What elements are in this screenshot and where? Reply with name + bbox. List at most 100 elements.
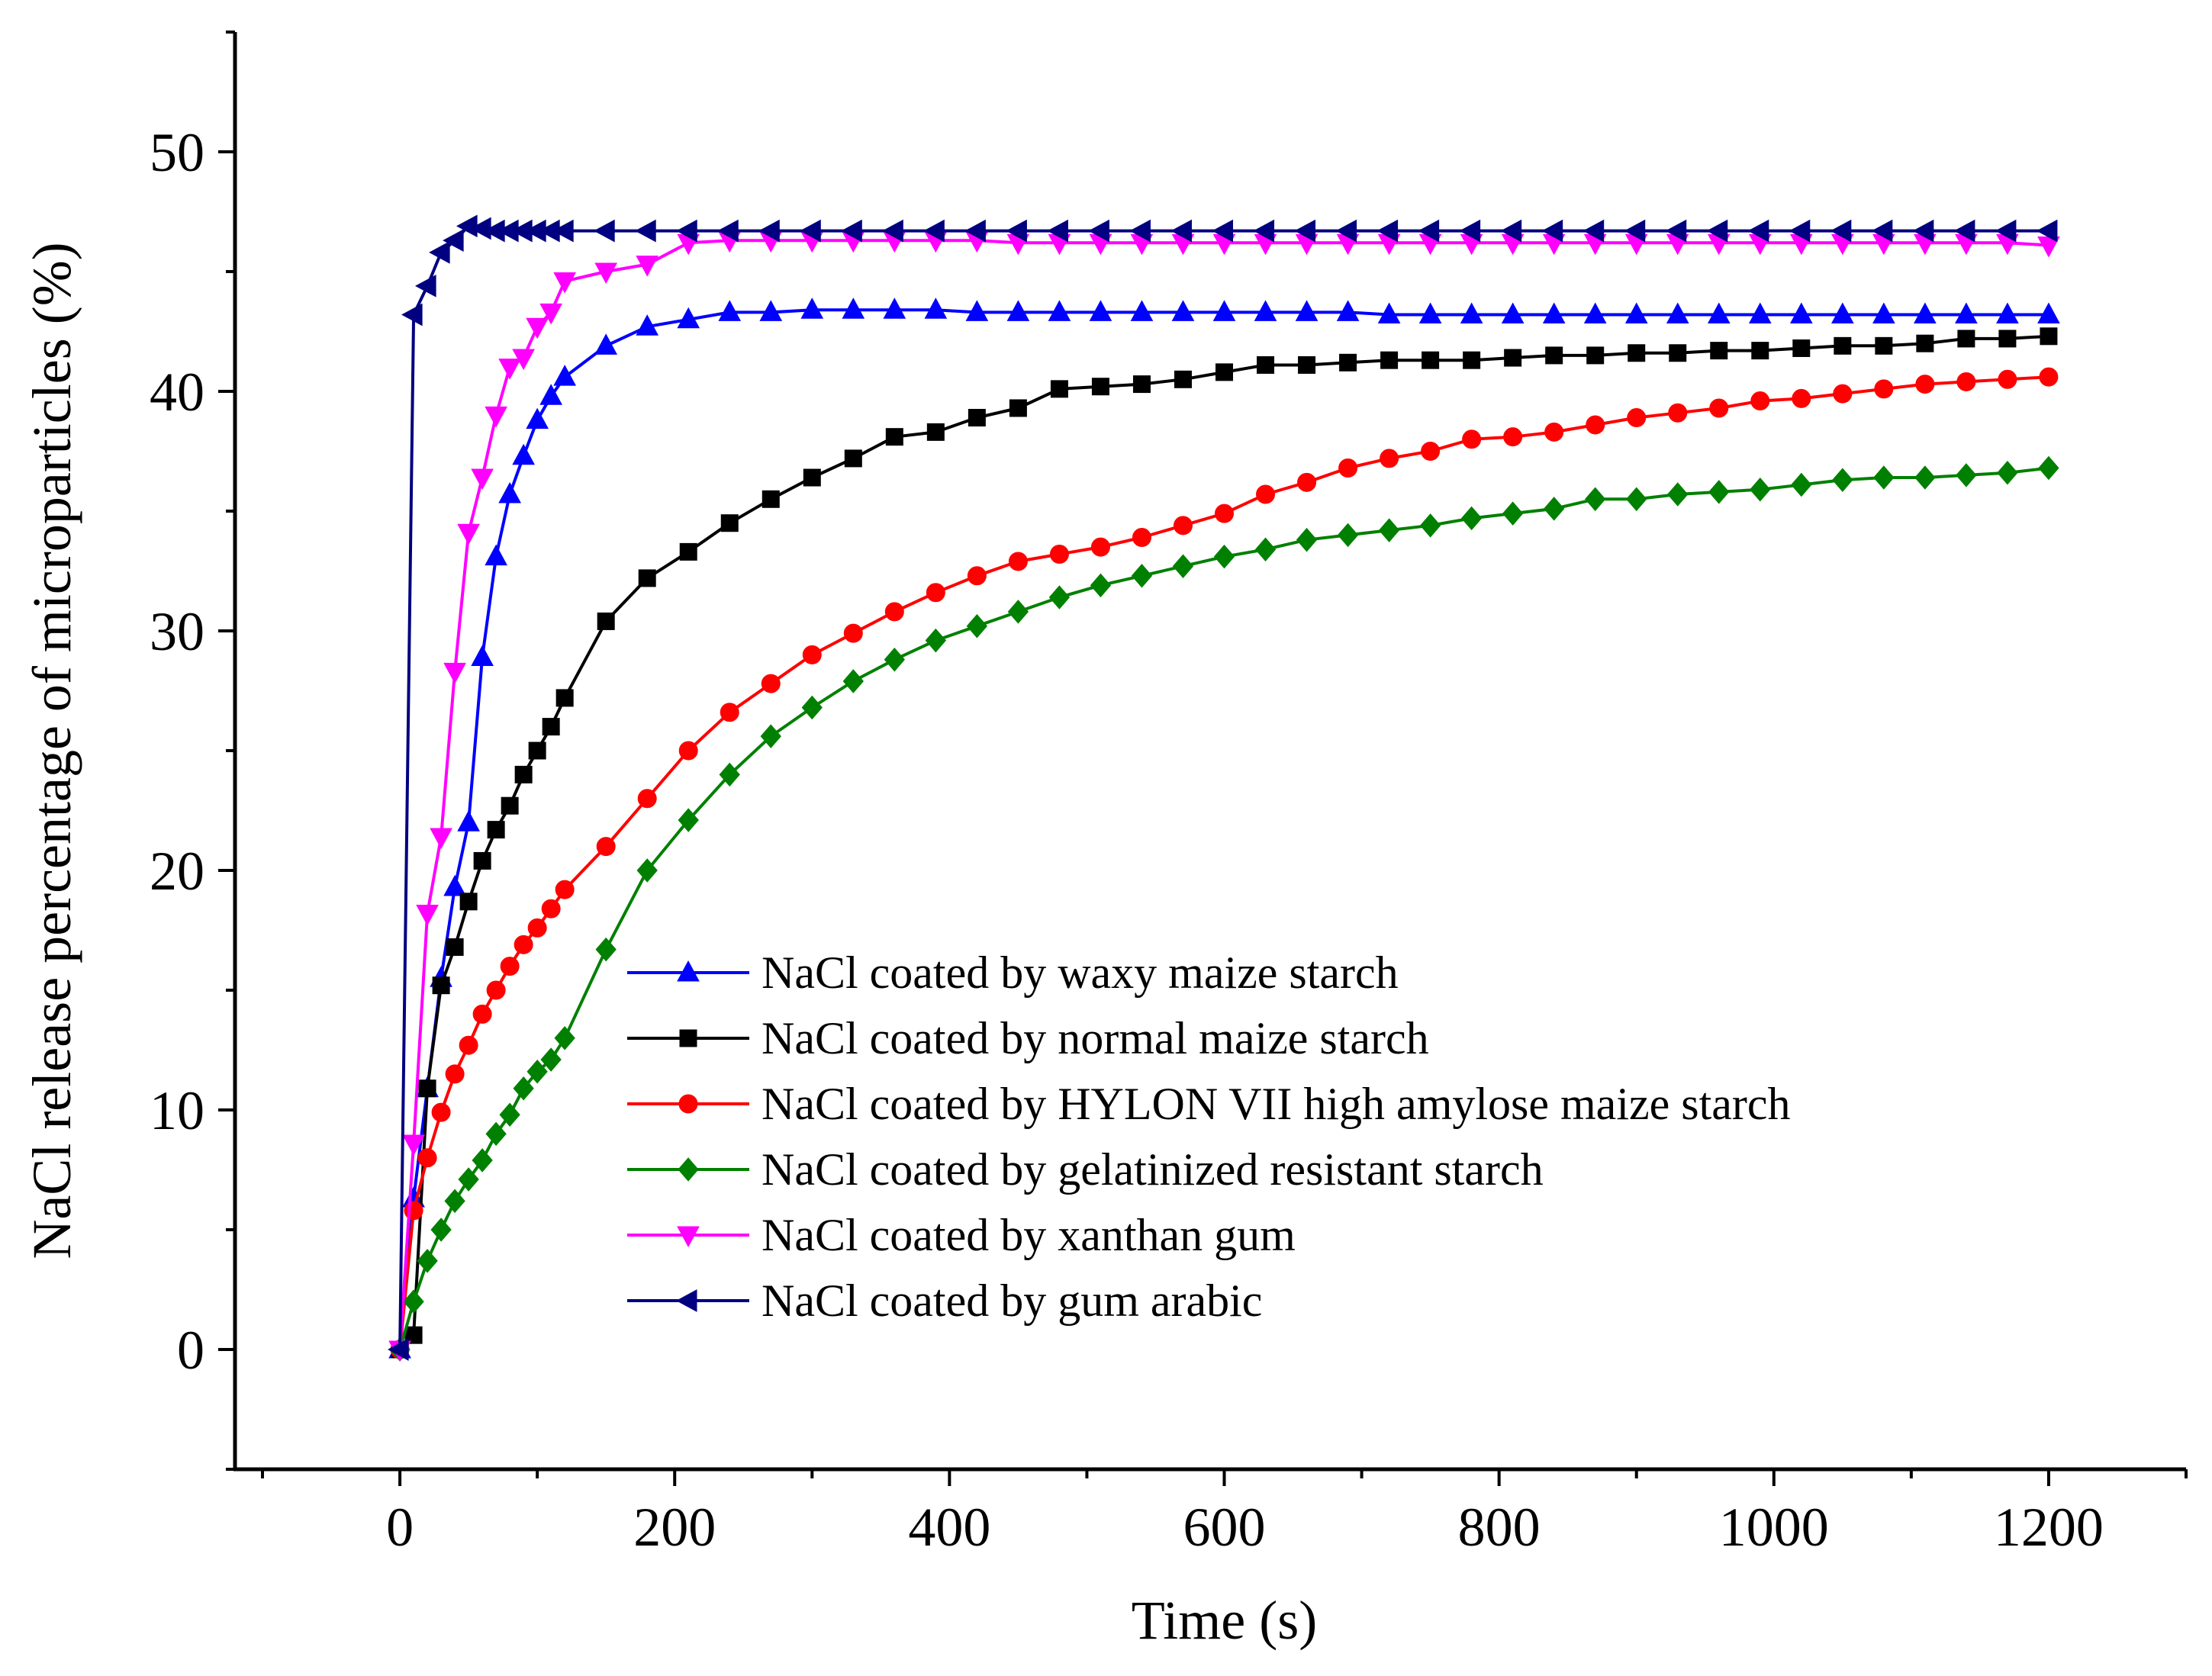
data-point [1541, 219, 1563, 243]
data-point [2038, 455, 2059, 481]
data-point [842, 298, 865, 319]
data-point [1254, 537, 1277, 562]
data-point [1007, 600, 1029, 624]
data-point [555, 689, 574, 707]
data-point [514, 765, 533, 783]
data-point [968, 409, 986, 427]
data-point [760, 724, 781, 748]
data-point [1504, 349, 1522, 367]
data-point [1792, 388, 1811, 408]
data-point [1624, 302, 1648, 324]
data-point [761, 674, 781, 693]
data-point [1336, 300, 1360, 321]
x-tick-label: 600 [1183, 1497, 1266, 1558]
data-point [1545, 346, 1563, 365]
data-point [388, 1338, 409, 1361]
data-point [1212, 300, 1236, 321]
data-point [1256, 484, 1276, 504]
x-tick-label: 1000 [1719, 1497, 1829, 1558]
data-point [1088, 219, 1109, 243]
data-point [1956, 463, 1977, 487]
data-point [1669, 344, 1687, 362]
data-point [801, 695, 823, 720]
data-point [1050, 380, 1068, 398]
data-point [553, 365, 577, 386]
data-point [1294, 219, 1316, 243]
data-point [1006, 219, 1027, 243]
data-point [1048, 585, 1071, 610]
legend-item: NaCl coated by xanthan gum [627, 1210, 1296, 1260]
data-point [1750, 391, 1770, 411]
data-point [1460, 302, 1483, 324]
data-point [1131, 564, 1153, 588]
legend-marker [679, 1029, 697, 1047]
data-point [638, 569, 656, 587]
data-point [594, 219, 615, 243]
data-point [1170, 219, 1192, 243]
data-point [759, 300, 783, 321]
data-point [552, 219, 574, 243]
data-point [967, 566, 987, 586]
data-point [1129, 219, 1151, 243]
legend-label: NaCl coated by HYLON VII high amylose ma… [761, 1079, 1791, 1129]
data-point [1171, 300, 1195, 321]
data-point [1544, 497, 1565, 521]
data-point [1627, 408, 1647, 428]
data-point [676, 219, 697, 243]
data-point [1253, 219, 1275, 243]
data-point [1215, 503, 1235, 523]
data-point [1751, 342, 1769, 360]
data-point [2040, 327, 2058, 346]
data-point [1212, 219, 1234, 243]
data-point [459, 893, 478, 911]
data-point [884, 647, 905, 672]
data-point [1874, 379, 1894, 399]
legend-label: NaCl coated by waxy maize starch [761, 947, 1399, 998]
series-6 [388, 214, 2058, 1361]
data-point [1298, 355, 1316, 374]
data-point [1748, 302, 1772, 324]
data-point [2036, 219, 2058, 243]
data-point [1339, 353, 1357, 372]
data-point [637, 789, 657, 809]
data-point [1295, 300, 1319, 321]
data-point [1833, 384, 1853, 404]
data-point [1421, 442, 1441, 461]
data-point [472, 1004, 492, 1024]
y-tick-label: 40 [150, 362, 204, 423]
data-point [403, 1289, 424, 1314]
data-point [1378, 518, 1400, 542]
data-point [800, 219, 821, 243]
data-point [1957, 330, 1975, 348]
series-4 [389, 455, 2059, 1362]
data-point [555, 880, 575, 899]
data-point [1500, 219, 1522, 243]
data-point [1586, 415, 1605, 435]
legend-marker [678, 1094, 698, 1114]
data-point [528, 741, 546, 760]
x-axis-title: Time (s) [1132, 1590, 1317, 1651]
data-point [924, 298, 948, 319]
data-point [594, 333, 618, 355]
data-point [486, 980, 506, 1000]
data-point [1624, 219, 1646, 243]
data-point [1502, 501, 1524, 526]
data-point [964, 219, 986, 243]
data-point [1090, 537, 1110, 557]
data-point [1995, 219, 2017, 243]
legend-marker [677, 1226, 700, 1248]
data-point [1049, 545, 1069, 565]
x-tick-label: 200 [633, 1497, 716, 1558]
data-point [965, 300, 989, 321]
data-point [1296, 527, 1318, 552]
data-point [501, 796, 519, 815]
data-point [758, 219, 780, 243]
data-point [844, 449, 862, 468]
data-point [1418, 302, 1442, 324]
data-point [1091, 378, 1109, 396]
data-point [1830, 302, 1854, 324]
y-axis-title: NaCl release percentage of microparticle… [21, 242, 82, 1259]
data-point [1008, 552, 1028, 571]
data-point [1792, 339, 1811, 357]
data-point [1376, 219, 1399, 243]
